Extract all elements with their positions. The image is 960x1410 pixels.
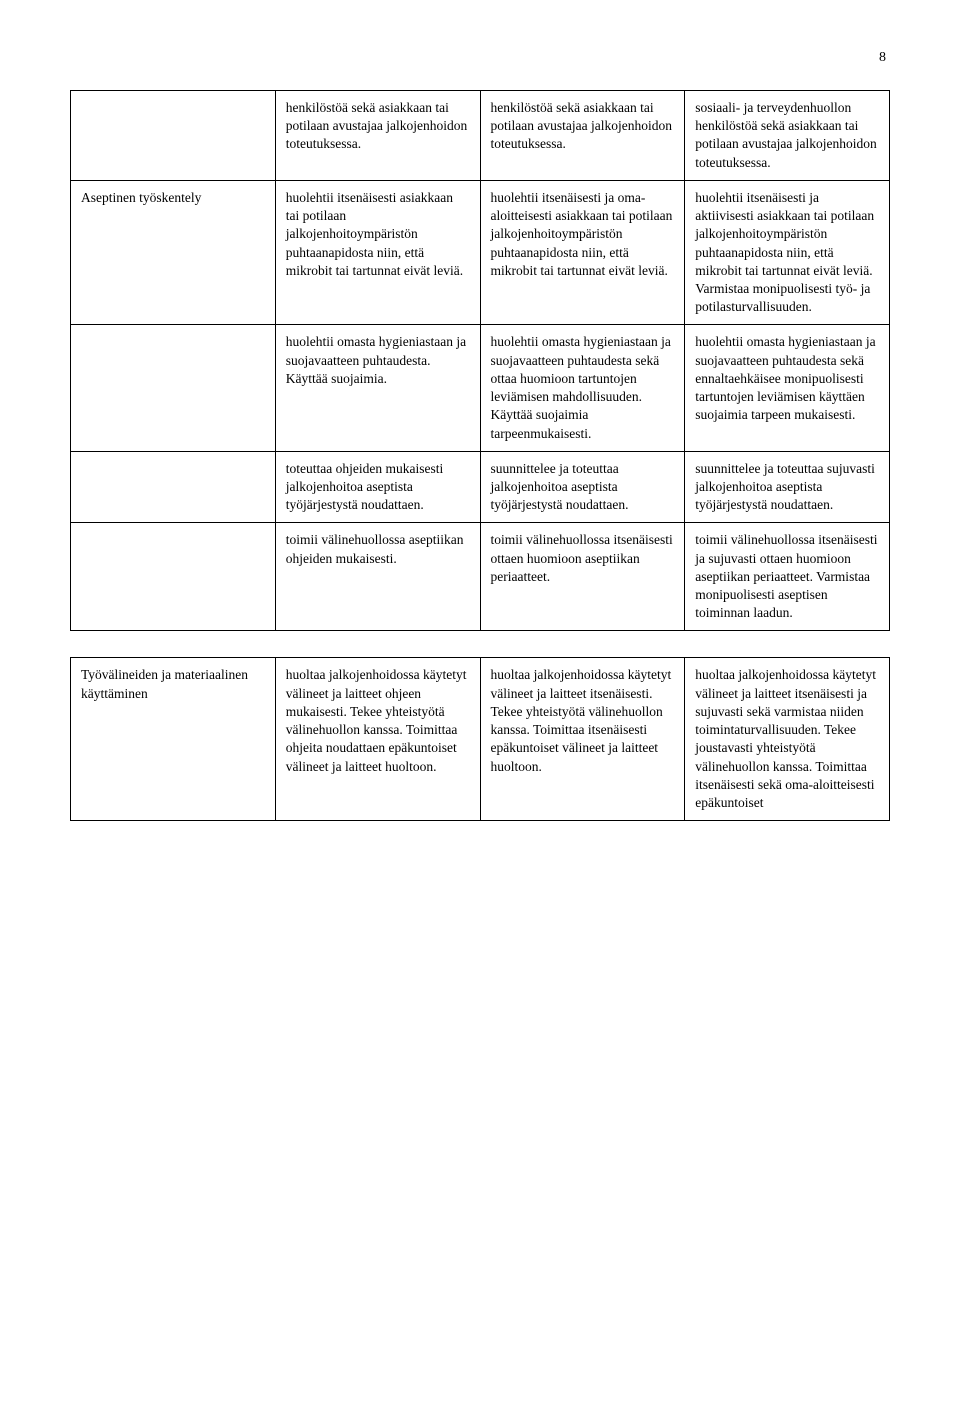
- table-aseptinen: henkilöstöä sekä asiakkaan tai potilaan …: [70, 90, 890, 631]
- page: 8 henkilöstöä sekä asiakkaan tai potilaa…: [0, 0, 960, 861]
- table-row: henkilöstöä sekä asiakkaan tai potilaan …: [71, 91, 890, 181]
- cell: huoltaa jalkojenhoidossa käytetyt väline…: [275, 658, 480, 821]
- cell: toimii välinehuollossa itsenäisesti ja s…: [685, 523, 890, 631]
- cell: huolehtii itsenäisesti ja aktiivisesti a…: [685, 180, 890, 325]
- cell: henkilöstöä sekä asiakkaan tai potilaan …: [480, 91, 685, 181]
- cell: suunnittelee ja toteuttaa sujuvasti jalk…: [685, 451, 890, 523]
- cell: henkilöstöä sekä asiakkaan tai potilaan …: [275, 91, 480, 181]
- row-label: Aseptinen työskentely: [71, 180, 276, 325]
- cell: suunnittelee ja toteuttaa jalkojenhoitoa…: [480, 451, 685, 523]
- table-row: toteuttaa ohjeiden mukaisesti jalkojenho…: [71, 451, 890, 523]
- row-label: [71, 91, 276, 181]
- table-row: Aseptinen työskentely huolehtii itsenäis…: [71, 180, 890, 325]
- row-label: [71, 451, 276, 523]
- page-number: 8: [70, 50, 890, 66]
- cell: sosiaali- ja terveydenhuollon henkilöstö…: [685, 91, 890, 181]
- spacer: [70, 631, 890, 657]
- cell: huolehtii itsenäisesti ja oma-aloitteise…: [480, 180, 685, 325]
- cell: huoltaa jalkojenhoidossa käytetyt väline…: [685, 658, 890, 821]
- cell: huolehtii itsenäisesti asiakkaan tai pot…: [275, 180, 480, 325]
- cell: huoltaa jalkojenhoidossa käytetyt väline…: [480, 658, 685, 821]
- row-label: [71, 325, 276, 451]
- row-label: [71, 523, 276, 631]
- table-row: huolehtii omasta hygieniastaan ja suojav…: [71, 325, 890, 451]
- cell: toteuttaa ohjeiden mukaisesti jalkojenho…: [275, 451, 480, 523]
- table-row: toimii välinehuollossa aseptiikan ohjeid…: [71, 523, 890, 631]
- cell: toimii välinehuollossa itsenäisesti otta…: [480, 523, 685, 631]
- cell: huolehtii omasta hygieniastaan ja suojav…: [275, 325, 480, 451]
- table-row: Työvälineiden ja materiaalinen käyttämin…: [71, 658, 890, 821]
- table-tyovalineiden: Työvälineiden ja materiaalinen käyttämin…: [70, 657, 890, 821]
- row-label: Työvälineiden ja materiaalinen käyttämin…: [71, 658, 276, 821]
- cell: toimii välinehuollossa aseptiikan ohjeid…: [275, 523, 480, 631]
- cell: huolehtii omasta hygieniastaan ja suojav…: [480, 325, 685, 451]
- cell: huolehtii omasta hygieniastaan ja suojav…: [685, 325, 890, 451]
